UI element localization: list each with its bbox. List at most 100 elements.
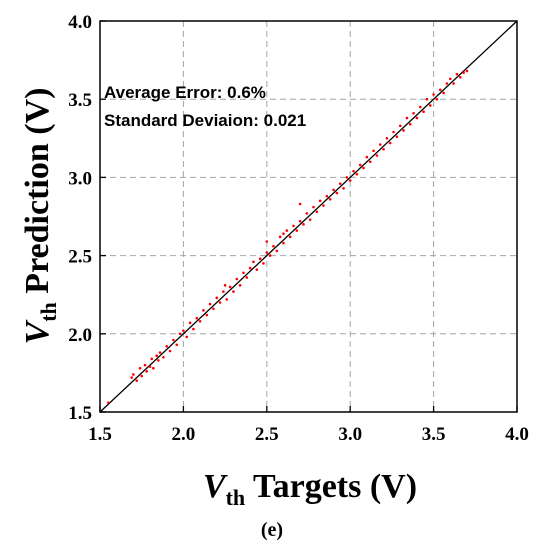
data-point [442,91,445,95]
data-point [162,355,165,359]
data-point [348,179,352,182]
data-point [192,327,195,331]
data-point [425,97,429,101]
data-point [372,149,375,153]
data-points [107,69,469,404]
x-axis-subscript: th [226,485,246,510]
data-point [355,172,359,176]
data-point [222,290,225,293]
plot-frame [99,20,518,413]
data-point [278,235,282,239]
data-point [238,284,242,287]
data-point [305,212,309,215]
y-tick-label: 2.5 [68,247,92,268]
x-tick-label: 4.0 [505,424,529,445]
data-point [302,223,305,226]
y-tick-label: 3.0 [68,168,92,189]
data-point [258,257,262,261]
data-point [402,129,405,132]
data-point [165,345,169,348]
x-tick-label: 2.0 [172,424,196,445]
data-point [352,169,355,173]
data-point [275,249,279,253]
data-point [335,191,339,195]
data-point [182,329,185,332]
data-point [158,351,162,354]
figure-caption: (e) [261,519,283,541]
y-tick-label: 4.0 [68,12,92,33]
data-point [448,77,452,81]
data-point [205,313,209,317]
y-tick-label: 2.0 [68,325,92,346]
data-point [298,219,302,223]
x-axis-symbol: V [203,468,228,505]
data-point [342,187,345,190]
data-point [292,224,295,228]
data-point [365,155,369,159]
data-point [298,202,302,206]
data-point [318,199,322,203]
data-point [248,266,252,270]
data-point [255,268,259,271]
data-point [452,82,455,85]
data-point [245,276,249,279]
data-point [408,122,412,126]
data-point [312,205,315,209]
data-point [282,232,285,236]
data-point [465,69,469,73]
data-point [143,363,147,367]
data-point [225,298,229,301]
data-point [265,240,269,243]
data-point [362,166,365,170]
data-point [418,105,422,109]
annotation-standard-deviation: Standard Deviaion: 0.021 [104,111,306,130]
data-point [252,260,255,264]
data-point [228,285,232,289]
data-point [388,141,392,145]
data-point [438,88,442,92]
reference-line [99,20,518,413]
data-point [398,124,402,128]
data-point [195,316,199,320]
ticks-layer: 1.5 2.0 2.5 3.0 3.5 4.0 1.5 2.0 2.5 3.0 3.5 4.0 [68,12,529,445]
data-point [308,218,312,221]
data-point [168,349,172,353]
data-point [332,188,335,192]
data-point [150,357,154,361]
data-point [428,104,432,107]
data-point [382,147,385,151]
data-point [138,366,142,370]
data-point [345,176,349,179]
x-tick-label: 1.5 [88,424,112,445]
data-point [462,71,465,74]
data-point [268,254,272,257]
data-point [218,301,222,304]
data-point [140,374,143,378]
data-point [242,271,245,275]
data-point [288,235,292,239]
data-point [157,359,160,362]
y-axis-label-text: Prediction (V) [19,88,56,303]
data-point [328,197,332,201]
data-point [385,137,389,140]
y-axis-subscript: th [36,302,61,322]
data-point [262,262,265,265]
data-point [378,143,382,146]
data-point [432,93,435,96]
data-point [375,154,379,157]
y-axis-title: Vth Prediction (V) [19,88,61,345]
data-point [338,182,342,185]
data-point [132,373,135,376]
data-point [215,296,219,300]
x-tick-label: 3.5 [422,424,446,445]
data-point [188,321,192,325]
data-point [202,309,205,312]
data-point [178,332,182,336]
data-point [155,354,159,357]
annotation-average-error: Average Error: 0.6% [104,83,266,102]
data-point [135,379,138,383]
x-axis-title: Vth Targets (V) [203,468,417,510]
x-axis-label-text: Targets (V) [245,468,417,505]
data-point [223,284,227,287]
